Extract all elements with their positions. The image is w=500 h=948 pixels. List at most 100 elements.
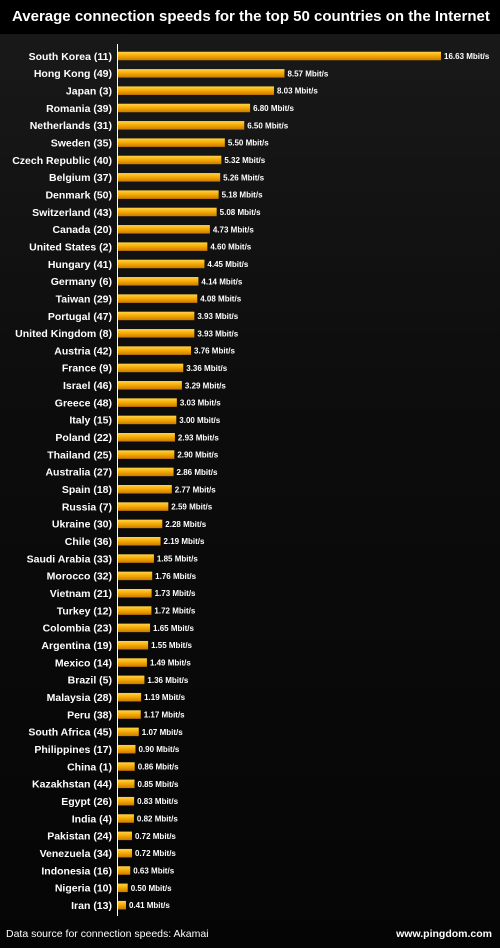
- value-label: 1.19 Mbit/s: [144, 693, 185, 702]
- bar: [118, 138, 225, 147]
- value-label: 1.85 Mbit/s: [157, 555, 198, 564]
- value-label: 0.85 Mbit/s: [138, 780, 179, 789]
- value-label: 5.26 Mbit/s: [223, 173, 264, 182]
- category-label: Peru (38): [67, 709, 112, 721]
- bar: [118, 831, 132, 841]
- bar: [118, 502, 169, 511]
- bar: [118, 762, 135, 771]
- category-label: Malaysia (28): [47, 692, 112, 704]
- category-label: Turkey (12): [57, 605, 112, 617]
- bar: [118, 450, 175, 459]
- bar: [118, 606, 152, 615]
- bar: [118, 727, 139, 737]
- category-label: Israel (46): [63, 380, 112, 392]
- value-label: 0.90 Mbit/s: [138, 745, 179, 754]
- value-label: 8.03 Mbit/s: [277, 87, 318, 96]
- data-source-note: Data source for connection speeds: Akama…: [6, 928, 209, 940]
- value-label: 3.29 Mbit/s: [185, 381, 226, 390]
- bar: [118, 675, 145, 685]
- value-label: 1.17 Mbit/s: [144, 711, 185, 720]
- bar: [118, 86, 274, 95]
- category-label: Czech Republic (40): [12, 155, 112, 167]
- category-label: South Africa (45): [28, 727, 112, 739]
- category-label: Iran (13): [71, 900, 112, 912]
- bar: [118, 692, 142, 702]
- value-label: 5.08 Mbit/s: [220, 208, 261, 217]
- category-label: Vietnam (21): [50, 588, 112, 600]
- value-label: 4.14 Mbit/s: [201, 277, 242, 286]
- bar: [118, 207, 217, 217]
- bar: [118, 173, 221, 182]
- value-label: 5.50 Mbit/s: [228, 139, 269, 148]
- bar: [118, 658, 147, 667]
- category-label: Canada (20): [52, 224, 112, 236]
- category-label: Brazil (5): [68, 675, 112, 687]
- category-label: Sweden (35): [51, 137, 112, 149]
- value-label: 0.82 Mbit/s: [137, 815, 178, 824]
- category-label: Argentina (19): [41, 640, 112, 652]
- bar: [118, 554, 154, 563]
- bar: [118, 640, 149, 650]
- bar: [118, 155, 222, 165]
- bar: [118, 623, 151, 633]
- value-label: 3.00 Mbit/s: [179, 416, 220, 425]
- value-label: 3.93 Mbit/s: [197, 329, 238, 338]
- category-label: Austria (42): [54, 345, 112, 357]
- bar: [118, 814, 134, 823]
- category-label: Spain (18): [62, 484, 112, 496]
- bar: [118, 467, 174, 477]
- bar: [118, 363, 184, 373]
- value-label: 1.76 Mbit/s: [155, 572, 196, 581]
- category-label: Romania (39): [46, 103, 112, 115]
- bar: [118, 779, 135, 789]
- value-label: 1.07 Mbit/s: [142, 728, 183, 737]
- value-label: 6.80 Mbit/s: [253, 104, 294, 113]
- category-label: Philippines (17): [34, 744, 112, 756]
- bar: [118, 415, 177, 425]
- brand-link[interactable]: www.pingdom.com: [396, 928, 492, 940]
- value-label: 3.03 Mbit/s: [180, 399, 221, 408]
- bar: [118, 536, 161, 546]
- category-label: Hungary (41): [48, 259, 112, 271]
- category-label: Chile (36): [65, 536, 112, 548]
- bar: [118, 485, 172, 494]
- category-label: Egypt (26): [61, 796, 112, 808]
- bar: [118, 51, 441, 61]
- value-label: 6.50 Mbit/s: [247, 121, 288, 130]
- category-label: United Kingdom (8): [15, 328, 112, 340]
- bar: [118, 294, 198, 303]
- bar: [118, 744, 136, 754]
- bar: [118, 329, 195, 338]
- category-label: Saudi Arabia (33): [27, 553, 112, 565]
- bar: [118, 848, 132, 858]
- category-label: Hong Kong (49): [34, 68, 112, 80]
- value-label: 0.63 Mbit/s: [133, 867, 174, 876]
- category-label: Venezuela (34): [40, 848, 112, 860]
- category-label: Thailand (25): [47, 449, 112, 461]
- value-label: 4.08 Mbit/s: [200, 295, 241, 304]
- category-label: India (4): [72, 813, 112, 825]
- bar: [118, 866, 131, 875]
- bar: [118, 519, 163, 529]
- value-label: 2.93 Mbit/s: [178, 433, 219, 442]
- value-label: 4.60 Mbit/s: [210, 243, 251, 252]
- value-label: 4.45 Mbit/s: [207, 260, 248, 269]
- bar: [118, 588, 152, 598]
- value-label: 2.59 Mbit/s: [171, 503, 212, 512]
- value-label: 2.19 Mbit/s: [164, 537, 205, 546]
- bar: [118, 883, 128, 893]
- value-label: 2.90 Mbit/s: [177, 451, 218, 460]
- value-label: 16.63 Mbit/s: [444, 52, 490, 61]
- bar: [118, 433, 175, 442]
- category-label: Taiwan (29): [56, 293, 112, 305]
- bar: [118, 225, 210, 234]
- value-label: 1.49 Mbit/s: [150, 659, 191, 668]
- bar: [118, 69, 285, 78]
- value-label: 1.65 Mbit/s: [153, 624, 194, 633]
- category-label: Russia (7): [62, 501, 112, 513]
- bar: [118, 121, 245, 130]
- category-label: Switzerland (43): [32, 207, 112, 219]
- value-label: 1.73 Mbit/s: [155, 589, 196, 598]
- value-label: 1.72 Mbit/s: [154, 607, 195, 616]
